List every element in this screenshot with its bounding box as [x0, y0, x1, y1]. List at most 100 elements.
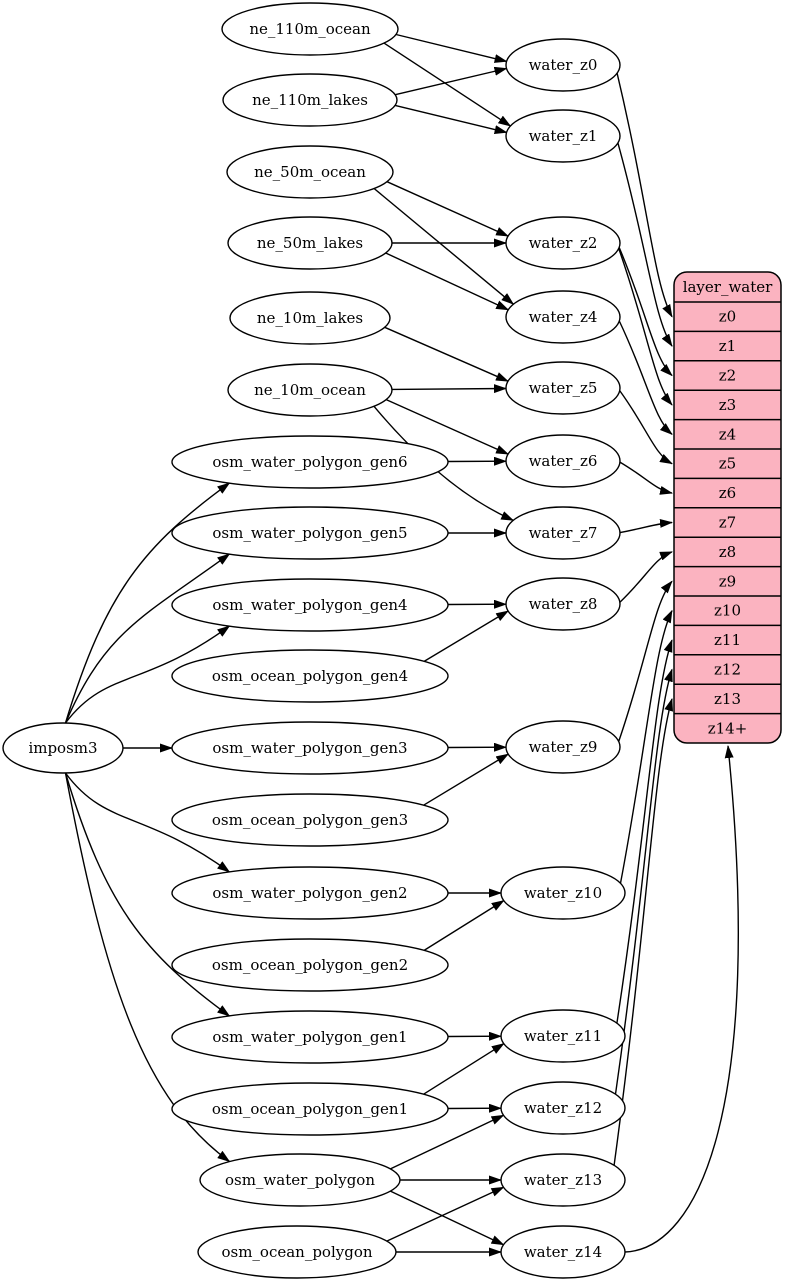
edge-imposm3-to-osm_water_polygon_gen4: [64, 625, 231, 724]
edge-osm_ocean_polygon-to-water_z13: [386, 1186, 505, 1242]
node-ellipse-water_z4: [505, 290, 621, 344]
node-ellipse-water_z6: [505, 434, 621, 488]
node-label-water_z8: water_z8: [529, 595, 598, 613]
node-label-water_z7: water_z7: [529, 524, 598, 542]
edge-ne_10m_ocean-to-water_z6: [385, 398, 510, 455]
edge-ne_110m_lakes-to-water_z1: [394, 104, 508, 134]
node-label-water_z13: water_z13: [524, 1171, 602, 1189]
node-osm_water_polygon_gen5: osm_water_polygon_gen5: [171, 506, 449, 560]
node-ellipse-osm_ocean_polygon: [197, 1225, 397, 1279]
table-row-z2: z2: [719, 367, 736, 385]
node-label-osm_water_polygon_gen1: osm_water_polygon_gen1: [212, 1028, 407, 1046]
node-water_z0: water_z0: [505, 38, 621, 92]
edge-ne_110m_lakes-to-water_z0: [395, 66, 508, 96]
node-ellipse-osm_water_polygon_gen4: [171, 578, 449, 632]
node-osm_water_polygon: osm_water_polygon: [199, 1153, 401, 1207]
node-ne_50m_ocean: ne_50m_ocean: [226, 145, 394, 199]
node-ellipse-osm_ocean_polygon_gen1: [171, 1082, 449, 1136]
table-row-z11: z11: [714, 631, 741, 649]
node-osm_ocean_polygon: osm_ocean_polygon: [197, 1225, 397, 1279]
edge-water_z2-to-row-z2: [618, 247, 673, 377]
edge-water_z5-to-row-z5: [619, 390, 673, 465]
node-ne_110m_ocean: ne_110m_ocean: [221, 2, 399, 56]
node-water_z11: water_z11: [500, 1009, 626, 1063]
node-osm_ocean_polygon_gen3: osm_ocean_polygon_gen3: [171, 793, 449, 847]
table-row-z12: z12: [714, 661, 741, 679]
node-label-osm_ocean_polygon_gen3: osm_ocean_polygon_gen3: [212, 811, 408, 829]
node-label-ne_50m_ocean: ne_50m_ocean: [254, 163, 366, 181]
table-row-z9: z9: [719, 572, 736, 590]
node-label-osm_water_polygon_gen6: osm_water_polygon_gen6: [212, 453, 407, 471]
node-ellipse-osm_water_polygon_gen6: [171, 435, 449, 489]
edge-imposm3-to-osm_water_polygon_gen2: [64, 772, 231, 873]
node-label-osm_ocean_polygon_gen2: osm_ocean_polygon_gen2: [212, 956, 408, 974]
node-label-imposm3: imposm3: [28, 739, 97, 757]
edge-imposm3-to-osm_water_polygon_gen1: [64, 772, 231, 1017]
node-label-water_z10: water_z10: [524, 884, 602, 902]
edge-ne_10m_ocean-to-water_z7: [373, 405, 515, 521]
node-ellipse-ne_50m_ocean: [226, 145, 394, 199]
node-label-osm_ocean_polygon_gen1: osm_ocean_polygon_gen1: [212, 1100, 408, 1118]
node-label-ne_110m_lakes: ne_110m_lakes: [252, 91, 368, 109]
node-water_z13: water_z13: [500, 1153, 626, 1207]
edge-ne_110m_ocean-to-water_z1: [383, 42, 512, 127]
edge-osm_water_polygon-to-water_z14: [390, 1190, 505, 1246]
node-label-osm_water_polygon_gen3: osm_water_polygon_gen3: [212, 739, 407, 757]
node-ellipse-water_z10: [500, 866, 626, 920]
node-label-osm_ocean_polygon_gen4: osm_ocean_polygon_gen4: [212, 667, 408, 685]
node-osm_ocean_polygon_gen1: osm_ocean_polygon_gen1: [171, 1082, 449, 1136]
node-water_z6: water_z6: [505, 434, 621, 488]
edge-ne_50m_lakes-to-water_z4: [385, 252, 510, 311]
node-water_z10: water_z10: [500, 866, 626, 920]
node-ellipse-osm_ocean_polygon_gen2: [171, 938, 449, 992]
layer-water-table: layer_water z0 z1 z2 z3 z4 z5 z6 z7 z8 z9 z10 z11 z12…: [673, 271, 782, 744]
edge-ne_110m_ocean-to-water_z0: [395, 33, 508, 63]
edge-osm_ocean_polygon_gen3-to-water_z9: [423, 753, 510, 806]
node-label-water_z1: water_z1: [529, 127, 598, 145]
node-osm_ocean_polygon_gen2: osm_ocean_polygon_gen2: [171, 938, 449, 992]
node-ellipse-ne_110m_ocean: [221, 2, 399, 56]
edge-water_z9-to-row-z9: [618, 580, 673, 742]
node-ellipse-imposm3: [2, 722, 124, 774]
edge-water_z13-to-row-z13: [613, 697, 674, 1166]
node-ellipse-water_z13: [500, 1153, 626, 1207]
node-ellipse-water_z12: [500, 1081, 626, 1135]
node-ellipse-water_z11: [500, 1009, 626, 1063]
edge-water_z8-to-row-z8: [619, 551, 673, 603]
node-water_z9: water_z9: [505, 720, 621, 774]
table-row-z10: z10: [714, 602, 741, 620]
edge-osm_ocean_polygon_gen2-to-water_z10: [423, 900, 505, 951]
table-row-z4: z4: [719, 425, 736, 443]
node-label-water_z2: water_z2: [529, 234, 598, 252]
node-label-water_z6: water_z6: [529, 452, 598, 470]
node-osm_water_polygon_gen1: osm_water_polygon_gen1: [171, 1010, 449, 1064]
node-ne_10m_ocean: ne_10m_ocean: [227, 363, 393, 417]
node-ellipse-ne_10m_ocean: [227, 363, 393, 417]
table-row-z3: z3: [719, 396, 736, 414]
edge-osm_water_polygon-to-water_z12: [390, 1114, 505, 1170]
table-row-z0: z0: [719, 308, 736, 326]
edge-osm_ocean_polygon_gen1-to-water_z11: [423, 1043, 505, 1095]
node-label-water_z5: water_z5: [529, 379, 598, 397]
node-ellipse-water_z5: [505, 361, 621, 415]
node-water_z5: water_z5: [505, 361, 621, 415]
edge-imposm3-to-osm_water_polygon: [64, 772, 231, 1163]
node-ellipse-osm_ocean_polygon_gen4: [171, 649, 449, 703]
edge-water_z10-to-row-z10: [619, 609, 673, 884]
table-row-z6: z6: [719, 484, 736, 502]
table-row-z14+: z14+: [708, 719, 748, 737]
node-ellipse-osm_water_polygon_gen3: [171, 721, 449, 775]
node-osm_water_polygon_gen3: osm_water_polygon_gen3: [171, 721, 449, 775]
edge-water_z6-to-row-z6: [619, 461, 673, 495]
node-label-ne_10m_ocean: ne_10m_ocean: [254, 381, 366, 399]
node-label-osm_water_polygon_gen4: osm_water_polygon_gen4: [212, 596, 407, 614]
node-ellipse-water_z2: [505, 216, 621, 270]
node-ellipse-ne_10m_lakes: [229, 291, 391, 345]
node-label-water_z12: water_z12: [524, 1099, 602, 1117]
node-label-osm_water_polygon: osm_water_polygon: [225, 1171, 375, 1189]
node-ellipse-water_z7: [505, 506, 621, 560]
node-ne_50m_lakes: ne_50m_lakes: [227, 216, 393, 270]
node-water_z14: water_z14: [500, 1225, 626, 1279]
